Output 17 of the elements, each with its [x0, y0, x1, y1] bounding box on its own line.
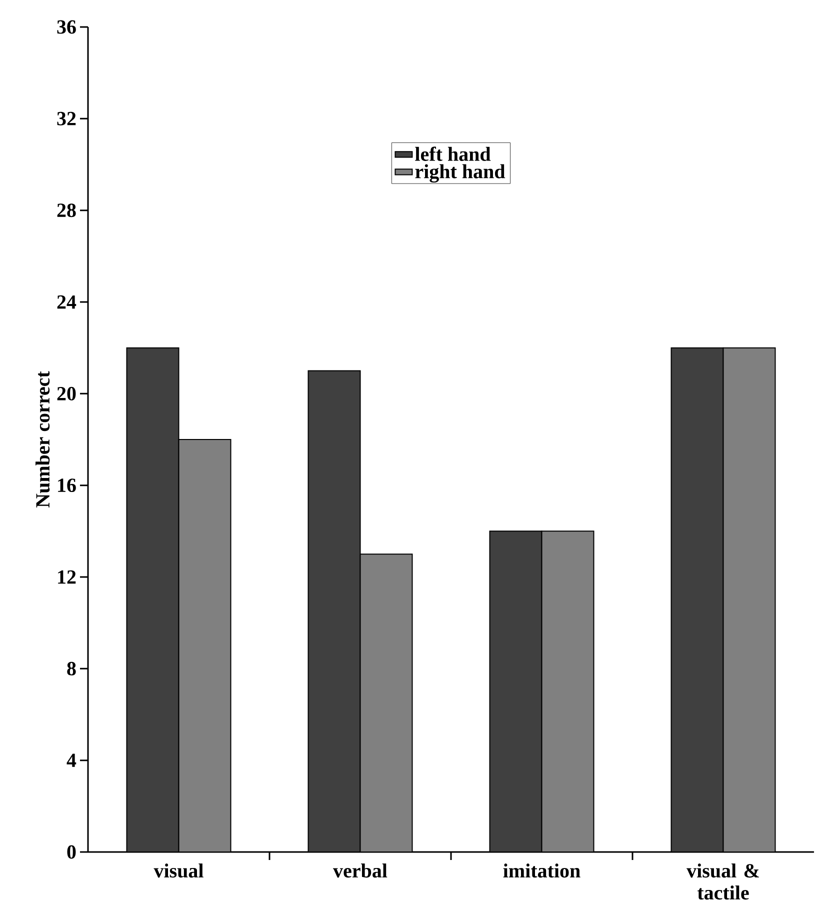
- x-tick-label: visual: [154, 864, 204, 878]
- y-tick-label: 8: [67, 662, 76, 676]
- y-tick-label: 20: [57, 386, 76, 400]
- y-tick-label: 12: [58, 570, 76, 584]
- y-tick-label: 28: [57, 204, 76, 218]
- x-tick-label: imitation: [503, 864, 580, 878]
- y-tick-label: 4: [66, 754, 76, 767]
- y-tick-label: 0: [67, 845, 76, 859]
- x-tick-label: visual & tactile: [686, 864, 760, 900]
- legend-label: left hand: [415, 146, 491, 161]
- x-tick-label: verbal: [333, 864, 388, 878]
- legend-label: right hand: [415, 164, 506, 183]
- y-tick-label: 24: [57, 295, 76, 309]
- y-axis-title: Number correct: [36, 371, 50, 508]
- y-tick-label: 32: [57, 112, 76, 126]
- y-tick-label: 36: [57, 20, 76, 34]
- y-tick-label: 16: [58, 478, 76, 492]
